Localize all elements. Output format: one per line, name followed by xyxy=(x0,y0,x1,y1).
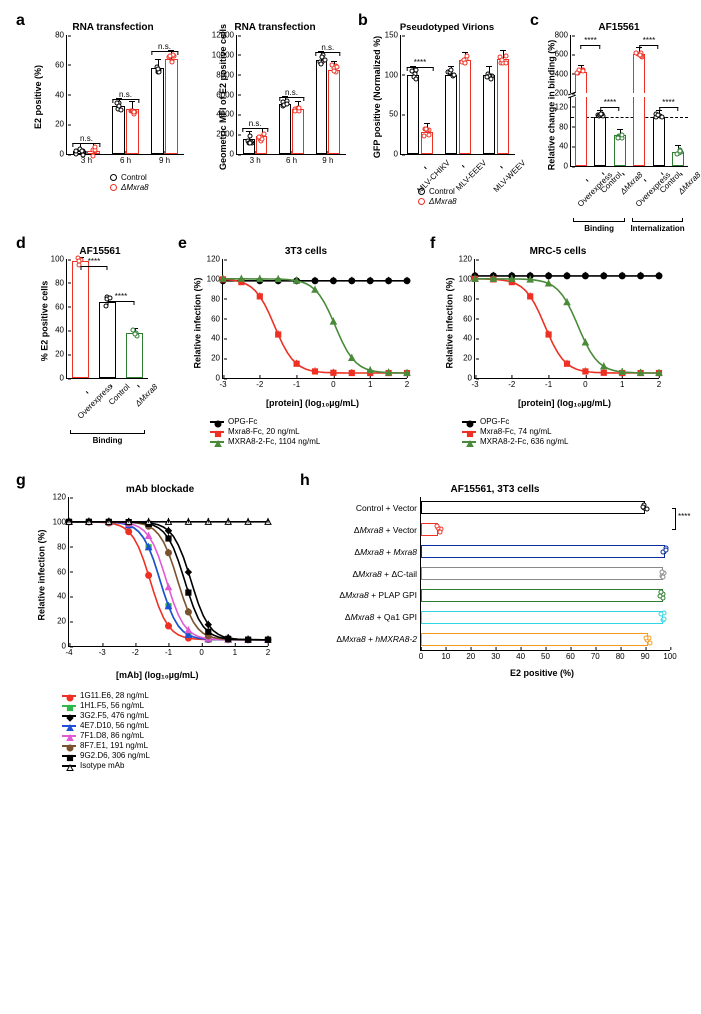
legend-g: 1G11.E6, 28 ng/mL1H1.F5, 56 ng/mL3G2.F5,… xyxy=(62,690,150,771)
chart-a2: RNA transfection 02000400060008000100001… xyxy=(200,22,350,155)
plot-c-upper: 200400600800******** xyxy=(570,35,688,93)
label-h: h xyxy=(300,472,310,490)
xlabel-g: [mAb] (log₁₀µg/mL) xyxy=(116,670,198,680)
ylabel-a1: E2 positive (%) xyxy=(33,65,43,129)
plot-h: 0102030405060708090100Control + VectorΔM… xyxy=(420,497,670,651)
title-f: MRC-5 cells xyxy=(448,246,668,257)
xlabel-f: [protein] (log₁₀µg/mL) xyxy=(518,398,611,408)
title-h: AF15561, 3T3 cells xyxy=(310,484,680,495)
plot-a2: 0200040006000800010000120003 hn.s.6 hn.s… xyxy=(236,35,346,155)
label-e: e xyxy=(178,235,187,253)
label-d: d xyxy=(16,235,26,253)
chart-g: mAb blockade 020406080100120-4-3-2-1012 … xyxy=(40,484,280,647)
leg-b-0: Control xyxy=(429,187,455,196)
ylabel-d: % E2 positive cells xyxy=(39,281,49,362)
plot-d: 020406080100OverexpressControlΔMxra8****… xyxy=(66,259,148,379)
chart-c: AF15561 200400600800******** 04080120Ove… xyxy=(544,22,694,167)
label-a: a xyxy=(16,12,25,30)
leg-b-1: ΔMxra8 xyxy=(429,197,457,206)
chart-e: 3T3 cells 020406080100120-3-2-1012 Relat… xyxy=(196,246,416,379)
chart-h: AF15561, 3T3 cells 010203040506070809010… xyxy=(310,484,680,651)
plot-g: 020406080100120-4-3-2-1012 xyxy=(68,497,268,647)
plot-e: 020406080100120-3-2-1012 xyxy=(222,259,407,379)
legend-e: OPG-FcMxra8-Fc, 20 ng/mLMXRA8-2-Fc, 1104… xyxy=(210,416,320,447)
ylabel-f: Relative infection (%) xyxy=(445,277,455,368)
plot-a1: 0204060803 hn.s.6 hn.s.9 hn.s. xyxy=(66,35,184,155)
leg-a-control: Control xyxy=(121,173,147,182)
xlabel-e: [protein] (log₁₀µg/mL) xyxy=(266,398,359,408)
ylabel-e: Relative infection (%) xyxy=(193,277,203,368)
leg-a-dmxra8: ΔMxra8 xyxy=(121,183,149,192)
label-f: f xyxy=(430,235,435,253)
ylabel-c: Relative change in binding (%) xyxy=(546,40,556,171)
legend-a: Control ΔMxra8 xyxy=(110,172,149,193)
title-g: mAb blockade xyxy=(40,484,280,495)
chart-d: AF15561 020406080100OverexpressControlΔM… xyxy=(40,246,160,379)
plot-f: 020406080100120-3-2-1012 xyxy=(474,259,659,379)
label-c: c xyxy=(530,12,539,30)
plot-b: 050100150MLV-CHIKV****MLV-EEEVMLV-WEEV xyxy=(400,35,515,155)
legend-b: Control ΔMxra8 xyxy=(418,186,457,207)
chart-b: Pseudotyped Virions 050100150MLV-CHIKV**… xyxy=(372,22,522,155)
legend-f: OPG-FcMxra8-Fc, 74 ng/mLMXRA8-2-Fc, 636 … xyxy=(462,416,568,447)
ylabel-a2: Geometric MFI of E2 positive cells xyxy=(218,24,228,170)
label-g: g xyxy=(16,472,26,490)
ylabel-g: Relative infection (%) xyxy=(37,529,47,620)
chart-a1: RNA transfection 0204060803 hn.s.6 hn.s.… xyxy=(42,22,184,155)
ylabel-b: GFP positive (Normalized %) xyxy=(372,36,382,158)
label-b: b xyxy=(358,12,368,30)
title-e: 3T3 cells xyxy=(196,246,416,257)
plot-c-lower: 04080120OverexpressControlΔMxra8Overexpr… xyxy=(570,97,688,167)
xlabel-h: E2 positive (%) xyxy=(510,668,574,678)
chart-f: MRC-5 cells 020406080100120-3-2-1012 Rel… xyxy=(448,246,668,379)
